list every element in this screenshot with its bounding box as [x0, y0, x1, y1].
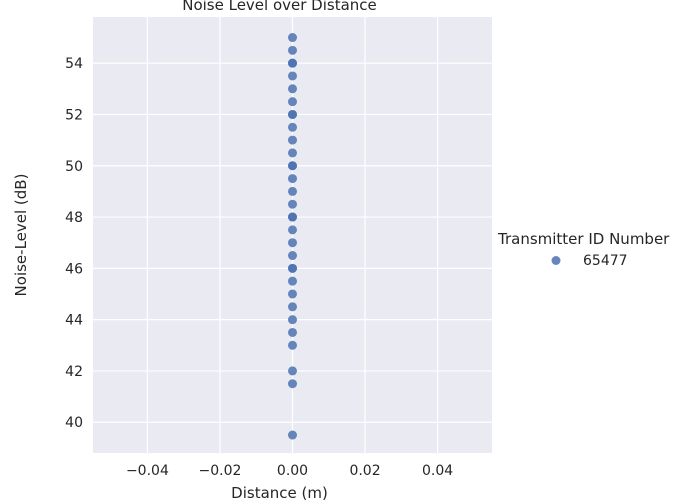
data-point [288, 276, 297, 286]
data-point [288, 186, 297, 196]
x-tick-label: 0.04 [422, 463, 453, 479]
data-point [288, 366, 297, 376]
data-point [288, 199, 297, 209]
data-point [288, 289, 297, 299]
data-point [288, 122, 297, 132]
data-point [288, 379, 297, 389]
data-point [288, 84, 297, 94]
y-tick-label: 42 [65, 364, 83, 380]
data-point [288, 302, 297, 312]
data-point [288, 135, 297, 145]
x-tick-label: −0.04 [126, 463, 169, 479]
data-point [288, 97, 297, 107]
data-point [288, 340, 297, 350]
y-tick-label: 46 [65, 261, 83, 277]
x-ticks: −0.04 −0.02 0.00 0.02 0.04 [126, 463, 453, 479]
data-point [288, 148, 297, 158]
y-tick-label: 54 [65, 56, 83, 72]
y-tick-label: 52 [65, 107, 83, 123]
data-point [288, 225, 297, 235]
data-point [288, 58, 297, 68]
data-point [288, 174, 297, 184]
y-tick-label: 44 [65, 313, 83, 329]
x-tick-label: −0.02 [199, 463, 242, 479]
y-tick-label: 50 [65, 159, 83, 175]
data-point [288, 71, 297, 81]
data-point [288, 430, 297, 440]
y-tick-label: 48 [65, 210, 83, 226]
data-point [288, 33, 297, 43]
data-point [288, 315, 297, 325]
y-tick-label: 40 [65, 415, 83, 431]
x-axis-label: Distance (m) [231, 484, 328, 500]
legend-entry-label: 65477 [583, 253, 628, 269]
data-point [288, 263, 297, 273]
x-tick-label: 0.02 [349, 463, 380, 479]
data-point [288, 45, 297, 55]
legend-marker [551, 256, 561, 265]
y-ticks: 40 42 44 46 48 50 52 54 [65, 56, 83, 431]
data-point [288, 251, 297, 261]
x-tick-label: 0.00 [277, 463, 308, 479]
data-point [288, 161, 297, 171]
legend-title: Transmitter ID Number [497, 230, 670, 248]
data-point [288, 212, 297, 222]
y-axis-label: Noise-Level (dB) [12, 174, 30, 297]
data-point [288, 327, 297, 337]
data-point [288, 109, 297, 119]
chart-title: Noise Level over Distance [182, 0, 377, 14]
data-point [288, 238, 297, 248]
data-points [288, 33, 297, 440]
legend: Transmitter ID Number 65477 [497, 230, 670, 269]
